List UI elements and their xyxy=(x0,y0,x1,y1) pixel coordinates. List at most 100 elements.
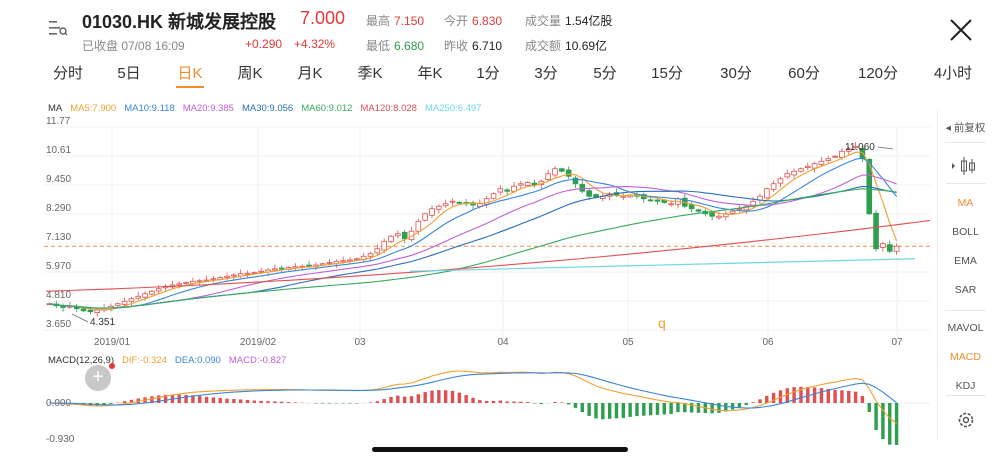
x-tick-label: 03 xyxy=(354,337,366,348)
candle-body xyxy=(531,182,538,186)
y-tick-label: 3.650 xyxy=(46,319,71,330)
candle-body xyxy=(135,295,142,299)
candle-body xyxy=(839,150,845,158)
restore-rights-toggle[interactable]: ◂ 前复权 xyxy=(945,122,986,134)
tab-5[interactable]: 季K xyxy=(357,65,383,82)
sub-indicator-mavol[interactable]: MAVOL xyxy=(947,322,984,334)
candle-body xyxy=(832,155,838,158)
ma-legend-title: MA xyxy=(48,103,63,114)
notification-dot xyxy=(109,363,115,369)
volume-value: 1.54亿股 xyxy=(565,14,613,28)
tab-1[interactable]: 5日 xyxy=(117,65,141,82)
candle-body xyxy=(196,280,203,283)
candle-body xyxy=(490,193,497,199)
candle-body xyxy=(374,248,381,254)
candle-body xyxy=(886,244,893,252)
candle-body xyxy=(128,298,135,302)
stock-code-name: 01030.HK 新城发展控股 xyxy=(82,12,277,32)
sub-indicator-kdj[interactable]: KDJ xyxy=(955,380,976,392)
period-tabs: 分时 5日 日K 周K 月K 季K 年K 1分 3分 5分 15分 30分 60分 120分 4小时 xyxy=(0,58,1000,92)
tab-12[interactable]: 60分 xyxy=(788,65,820,82)
indicator-settings-button[interactable] xyxy=(938,410,993,433)
candle-body xyxy=(210,278,217,281)
add-indicator-button[interactable]: + xyxy=(85,365,111,391)
candle-body xyxy=(873,212,879,250)
tab-10[interactable]: 15分 xyxy=(651,65,683,82)
candle-body xyxy=(545,173,551,180)
main-indicator-ma[interactable]: MA xyxy=(957,197,974,209)
high-stat: 最高 7.150 xyxy=(366,14,425,28)
sub-indicator-macd[interactable]: MACD xyxy=(950,351,981,363)
ma-legend-item: MA250:6.497 xyxy=(424,103,482,114)
candle-body xyxy=(552,168,558,176)
main-indicator-boll[interactable]: BOLL xyxy=(952,226,979,238)
macd-tick-label: -0.930 xyxy=(46,434,75,445)
high-annotation: 11.060 xyxy=(845,142,875,153)
sidebar-divider xyxy=(946,183,986,184)
ma120-line xyxy=(45,219,931,292)
candle-body xyxy=(518,183,524,186)
candle-body xyxy=(559,168,565,172)
low-value: 6.680 xyxy=(394,39,425,53)
x-tick-label: 04 xyxy=(497,337,509,348)
close-icon[interactable] xyxy=(948,17,974,43)
price-change: +0.290 +4.32% xyxy=(245,37,335,51)
y-tick-label: 8.290 xyxy=(46,203,71,214)
candle-body xyxy=(80,308,87,312)
ma-legend-item: MA10:9.118 xyxy=(124,103,175,114)
tab-7[interactable]: 1分 xyxy=(476,65,500,82)
kline-chart[interactable]: 11.77 10.61 9.450 8.290 7.130 5.970 4.810 3.650… xyxy=(0,0,935,445)
candle-body xyxy=(251,272,258,274)
candle-body xyxy=(798,168,804,172)
candle-body xyxy=(326,262,333,264)
y-tick-label: 11.77 xyxy=(46,116,71,127)
candle-body xyxy=(306,264,312,267)
tab-13[interactable]: 120分 xyxy=(857,65,899,82)
sidebar-divider xyxy=(946,142,986,143)
candle-body xyxy=(87,309,94,313)
candle-body xyxy=(852,145,859,148)
macd-legend-item: DIF:-0.324 xyxy=(122,355,167,366)
candle-body xyxy=(845,148,852,152)
last-price: 7.000 xyxy=(300,8,346,28)
tab-11[interactable]: 30分 xyxy=(720,65,752,82)
turnover-value: 10.69亿 xyxy=(565,39,608,53)
candle-body xyxy=(121,300,128,305)
tab-9[interactable]: 5分 xyxy=(593,65,617,82)
candlestick-icon xyxy=(951,157,975,175)
tab-8[interactable]: 3分 xyxy=(534,65,558,82)
tab-4[interactable]: 月K xyxy=(297,65,323,82)
main-indicator-ema[interactable]: EMA xyxy=(954,255,977,267)
prev-close-value: 6.710 xyxy=(472,39,503,53)
list-menu-icon[interactable] xyxy=(48,18,68,38)
macd-legend[interactable]: MACD(12,26,9) DIF:-0.324 DEA:0.090 MACD:-0.… xyxy=(48,355,294,366)
change-percent: +4.32% xyxy=(294,37,336,51)
ma60-line xyxy=(49,188,897,309)
tab-3[interactable]: 周K xyxy=(237,65,263,82)
candle-body xyxy=(497,188,504,193)
candle-body xyxy=(504,189,510,192)
dif-line xyxy=(49,370,897,425)
y-tick-label: 10.61 xyxy=(46,145,71,156)
tab-0[interactable]: 分时 xyxy=(52,65,84,82)
ma-legend-item: MA60:9.012 xyxy=(301,103,353,114)
candle-body xyxy=(449,200,456,203)
candle-style-toggle[interactable] xyxy=(938,154,993,181)
market-status: 已收盘 07/08 16:09 xyxy=(82,39,185,53)
candle-body xyxy=(272,268,278,271)
volume-stat: 成交量 1.54亿股 xyxy=(525,14,613,28)
candle-body xyxy=(94,309,101,313)
candle-body xyxy=(381,240,387,251)
tab-6[interactable]: 年K xyxy=(417,65,443,82)
tab-14[interactable]: 4小时 xyxy=(933,65,973,82)
candle-body xyxy=(429,208,435,216)
candle-body xyxy=(736,208,743,211)
candle-body xyxy=(231,274,237,277)
ma10-line xyxy=(49,157,898,309)
turnover-stat: 成交额 10.69亿 xyxy=(525,39,608,53)
candle-body xyxy=(395,233,401,237)
tab-2[interactable]: 日K xyxy=(177,65,203,82)
home-indicator xyxy=(372,447,628,452)
candle-body xyxy=(367,253,374,257)
main-indicator-sar[interactable]: SAR xyxy=(954,284,977,296)
